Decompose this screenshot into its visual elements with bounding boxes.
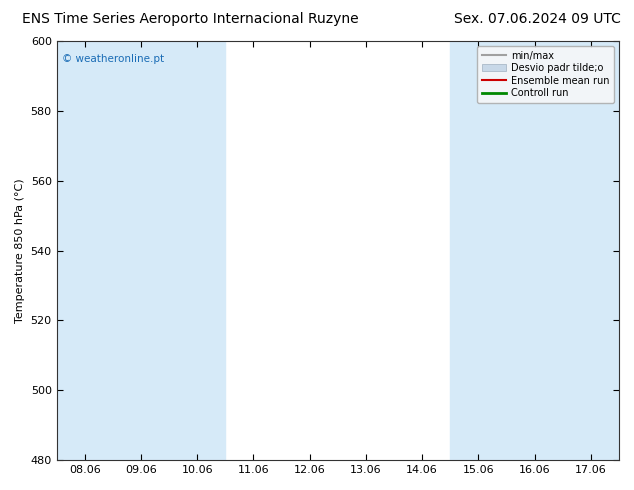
Bar [563, 41, 619, 460]
Bar [56, 41, 113, 460]
Bar [169, 41, 225, 460]
Text: Sex. 07.06.2024 09 UTC: Sex. 07.06.2024 09 UTC [455, 12, 621, 26]
Bar [507, 41, 563, 460]
Text: ENS Time Series Aeroporto Internacional Ruzyne: ENS Time Series Aeroporto Internacional … [22, 12, 358, 26]
Text: © weatheronline.pt: © weatheronline.pt [62, 53, 164, 64]
Y-axis label: Temperature 850 hPa (°C): Temperature 850 hPa (°C) [15, 178, 25, 323]
Bar [450, 41, 507, 460]
Bar [113, 41, 169, 460]
Legend: min/max, Desvio padr tilde;o, Ensemble mean run, Controll run: min/max, Desvio padr tilde;o, Ensemble m… [477, 46, 614, 103]
